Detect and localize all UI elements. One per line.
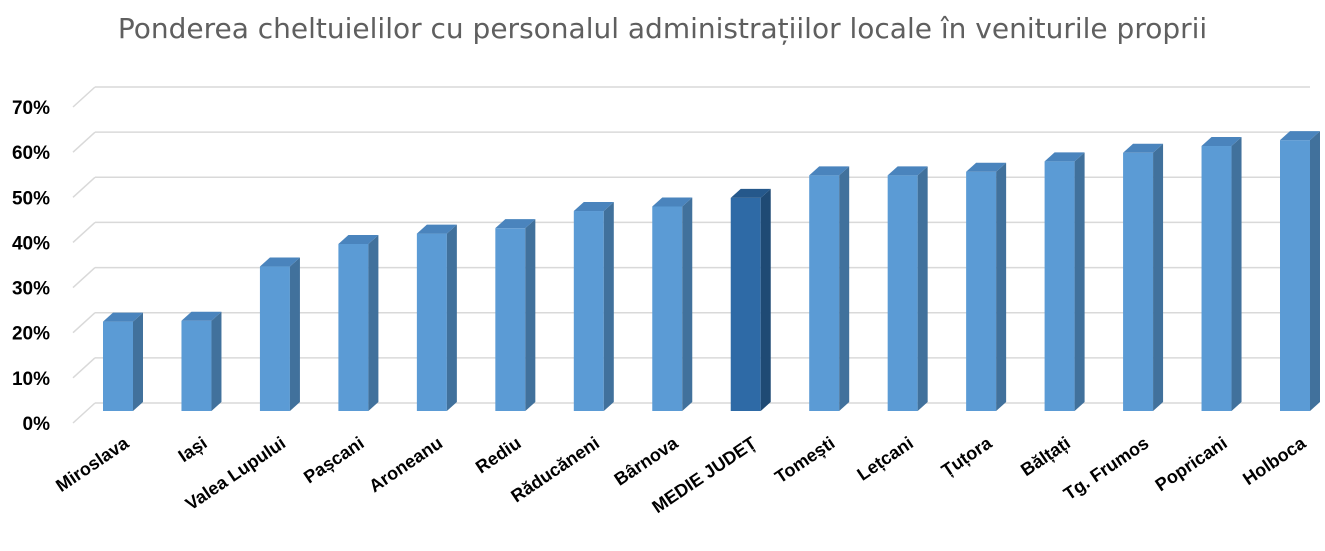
bar (495, 219, 536, 411)
x-tick-label: Răducăneni (507, 433, 603, 507)
bar (1280, 131, 1320, 411)
x-tick-label: Holboca (1239, 432, 1310, 489)
bar (1044, 152, 1085, 412)
y-axis-ticks: 0% 10% 20% 30% 40% 50% 60% 70% (12, 98, 50, 435)
bar (416, 224, 457, 411)
bar (730, 188, 771, 411)
bar (966, 162, 1007, 411)
y-tick-label: 70% (12, 98, 50, 119)
y-tick-label: 0% (23, 414, 51, 435)
gridline (72, 86, 1310, 108)
x-tick-label: Lețcani (853, 433, 916, 485)
x-tick-label: Bălțați (1017, 433, 1074, 480)
bar (338, 234, 379, 411)
x-tick-label: Țuțora (938, 432, 996, 480)
y-tick-label: 40% (12, 233, 50, 254)
bar (652, 197, 693, 411)
gridline (72, 176, 1310, 198)
x-tick-label: Bârnova (611, 432, 683, 489)
bar (181, 311, 222, 411)
bars (103, 131, 1320, 412)
chart-title: Ponderea cheltuielilor cu personalul adm… (117, 12, 1208, 45)
y-tick-label: 30% (12, 279, 50, 300)
gridline (72, 131, 1310, 153)
bar (1201, 137, 1242, 412)
x-tick-label: Tg. Frumos (1060, 433, 1152, 504)
x-tick-label: Miroslava (52, 432, 133, 496)
x-tick-label: Popricani (1152, 433, 1231, 495)
y-tick-label: 50% (12, 188, 50, 209)
bar (259, 257, 300, 411)
x-tick-label: Aroneanu (365, 433, 446, 497)
y-tick-label: 20% (12, 324, 50, 345)
x-tick-label: Tomești (771, 433, 838, 487)
bar (887, 166, 928, 411)
bar (573, 202, 614, 411)
bar (103, 312, 143, 411)
x-tick-label: Pașcani (300, 433, 368, 488)
x-tick-label: Iași (175, 433, 211, 466)
bar (1123, 143, 1164, 412)
x-tick-label: Rediu (472, 433, 525, 478)
y-tick-label: 10% (12, 369, 50, 390)
bar (809, 166, 850, 411)
y-tick-label: 60% (12, 143, 50, 164)
gridline (72, 221, 1310, 243)
